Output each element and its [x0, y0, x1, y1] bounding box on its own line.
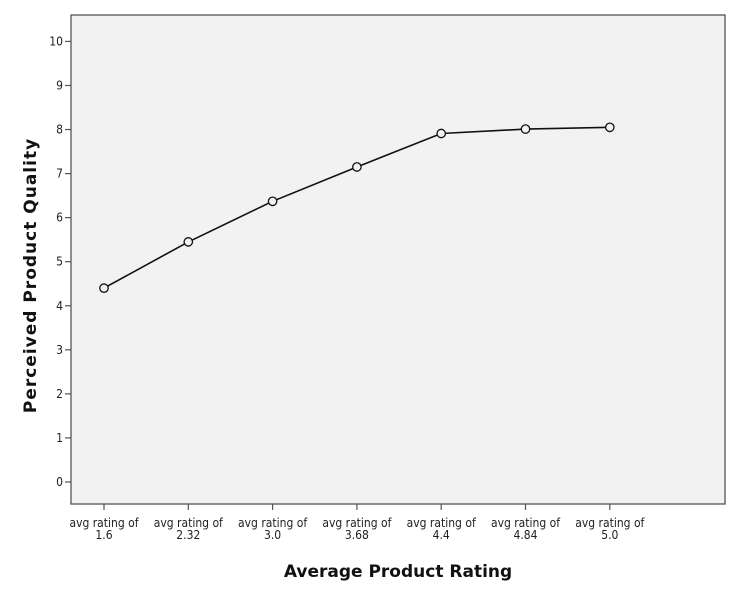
- y-tick-label: 1: [56, 431, 63, 445]
- x-tick-label: avg rating of 2.32: [154, 516, 224, 542]
- x-tick-label-line: 3.0: [264, 528, 281, 542]
- x-tick-label: avg rating of 3.68: [322, 516, 392, 542]
- x-axis-title: Average Product Rating: [284, 562, 512, 582]
- x-tick-label-line: 4.4: [433, 528, 450, 542]
- x-tick-label-line: avg rating of: [154, 516, 224, 530]
- x-tick-label-line: avg rating of: [322, 516, 392, 530]
- data-point: [99, 283, 109, 293]
- x-tick-label-line: 2.32: [176, 528, 200, 542]
- y-axis-title: Perceived Product Quality: [21, 138, 41, 413]
- y-tick-label: 0: [56, 475, 63, 489]
- x-tick-label: avg rating of 4.84: [491, 516, 561, 542]
- x-tick-label-line: avg rating of: [69, 516, 139, 530]
- x-tick-label: avg rating of 1.6: [69, 516, 139, 542]
- data-point: [436, 128, 447, 139]
- y-tick-label: 4: [56, 299, 63, 313]
- x-tick-label-line: 5.0: [601, 528, 618, 542]
- x-tick-label-line: avg rating of: [407, 516, 477, 530]
- y-tick-label: 9: [56, 78, 63, 92]
- y-tick-label: 10: [49, 34, 63, 48]
- data-point: [183, 237, 194, 247]
- y-tick-label: 7: [56, 167, 63, 181]
- x-tick-label-line: avg rating of: [575, 516, 645, 530]
- data-point: [520, 124, 531, 134]
- x-tick-label-line: 4.84: [513, 528, 537, 542]
- data-markers: [99, 122, 615, 293]
- y-axis: 0 1 2 3 4 5 6 7 8 9 10: [49, 34, 71, 489]
- x-tick-label: avg rating of 5.0: [575, 516, 645, 542]
- y-tick-label: 3: [56, 343, 63, 357]
- data-point: [352, 162, 362, 172]
- y-tick-label: 5: [56, 255, 63, 269]
- x-tick-label-line: avg rating of: [491, 516, 561, 530]
- plot-area: [70, 14, 726, 505]
- x-tick-label: avg rating of 3.0: [238, 516, 308, 542]
- x-tick-label-line: avg rating of: [238, 516, 308, 530]
- y-tick-label: 2: [56, 387, 63, 401]
- x-tick-label-line: 3.68: [345, 528, 369, 542]
- y-tick-label: 8: [56, 123, 63, 137]
- x-tick-label-line: 1.6: [95, 528, 112, 542]
- data-point: [604, 122, 615, 133]
- x-tick-label: avg rating of 4.4: [407, 516, 477, 542]
- data-point: [267, 196, 278, 207]
- y-tick-label: 6: [56, 211, 63, 225]
